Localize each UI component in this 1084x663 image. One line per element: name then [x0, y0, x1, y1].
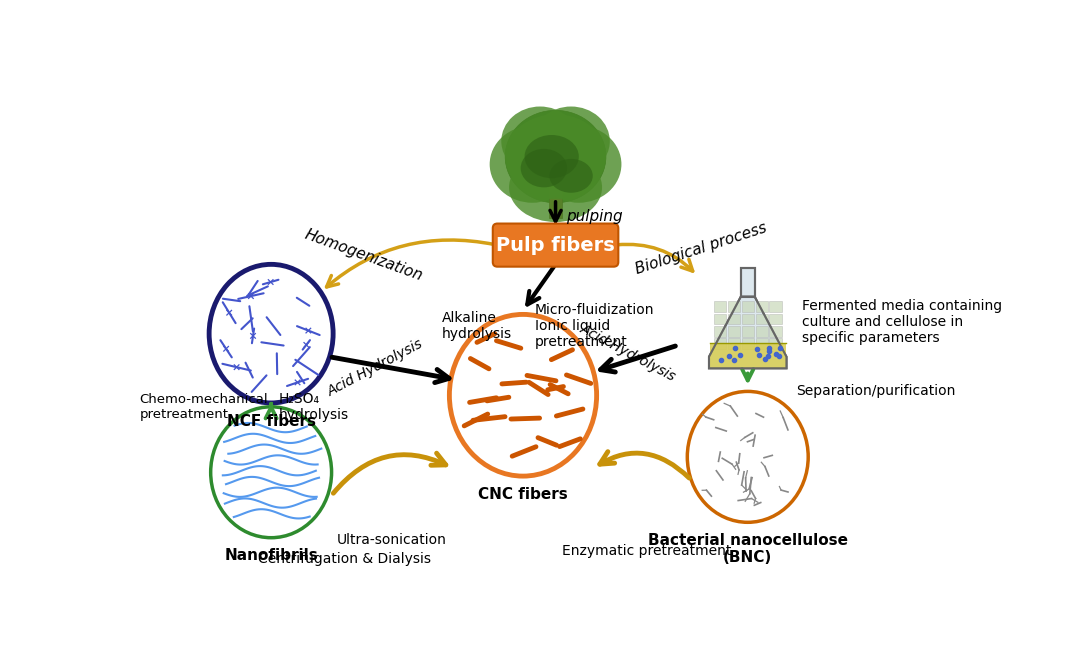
Bar: [756, 338, 767, 349]
Bar: [740, 269, 754, 298]
Ellipse shape: [501, 107, 579, 176]
Text: NCF fibers: NCF fibers: [227, 414, 315, 429]
Text: Pulp fibers: Pulp fibers: [496, 235, 615, 255]
Text: pulping: pulping: [566, 209, 622, 224]
Ellipse shape: [509, 152, 602, 222]
Ellipse shape: [209, 265, 333, 403]
Polygon shape: [709, 297, 787, 369]
Text: Nanofibrils: Nanofibrils: [224, 548, 318, 564]
Ellipse shape: [505, 114, 606, 199]
Bar: [741, 326, 754, 337]
Text: Enzymatic pretreatment: Enzymatic pretreatment: [563, 544, 732, 558]
Bar: [770, 326, 782, 337]
Bar: [713, 301, 726, 312]
Text: Separation/purification: Separation/purification: [796, 385, 955, 398]
Bar: [727, 338, 740, 349]
Ellipse shape: [210, 407, 332, 538]
Bar: [741, 314, 754, 324]
Bar: [741, 301, 754, 312]
Text: Acid Hydrolysis: Acid Hydrolysis: [325, 337, 426, 399]
FancyBboxPatch shape: [493, 223, 618, 267]
Ellipse shape: [537, 126, 621, 203]
FancyArrowPatch shape: [332, 357, 449, 383]
Text: Ultra-sonication: Ultra-sonication: [336, 533, 447, 547]
Ellipse shape: [520, 149, 567, 188]
Bar: [713, 338, 726, 349]
Bar: [727, 314, 740, 324]
Bar: [740, 269, 754, 298]
Text: Alkaline
hydrolysis: Alkaline hydrolysis: [441, 311, 512, 341]
Bar: [727, 326, 740, 337]
Bar: [713, 326, 726, 337]
Bar: [741, 338, 754, 349]
Text: H₂SO₄
hydrolysis: H₂SO₄ hydrolysis: [279, 392, 349, 422]
Bar: [727, 301, 740, 312]
FancyArrowPatch shape: [326, 240, 494, 287]
Ellipse shape: [505, 110, 606, 203]
Ellipse shape: [525, 135, 579, 178]
Text: Acid Hydrolysis: Acid Hydrolysis: [578, 322, 678, 384]
Bar: [770, 301, 782, 312]
Ellipse shape: [450, 314, 596, 476]
Text: Micro-fluidization
Ionic liquid
pretreatment: Micro-fluidization Ionic liquid pretreat…: [534, 303, 654, 349]
Polygon shape: [710, 343, 786, 367]
Text: Biological process: Biological process: [633, 221, 769, 277]
Ellipse shape: [490, 126, 575, 203]
Bar: [756, 326, 767, 337]
Bar: [770, 314, 782, 324]
Bar: [713, 314, 726, 324]
Text: CNC fibers: CNC fibers: [478, 487, 568, 502]
FancyArrowPatch shape: [599, 452, 689, 478]
Bar: [756, 314, 767, 324]
Bar: [550, 188, 562, 218]
Ellipse shape: [550, 159, 593, 193]
Ellipse shape: [687, 391, 809, 522]
Text: Centrifugation & Dialysis: Centrifugation & Dialysis: [258, 552, 431, 566]
FancyArrowPatch shape: [617, 245, 693, 271]
FancyArrowPatch shape: [334, 453, 446, 493]
Ellipse shape: [532, 107, 610, 176]
FancyArrowPatch shape: [601, 346, 675, 372]
Bar: [756, 301, 767, 312]
Text: Chemo-mechanical
pretreatment: Chemo-mechanical pretreatment: [140, 392, 268, 421]
Bar: [770, 338, 782, 349]
Text: Homogenization: Homogenization: [304, 227, 425, 284]
Text: Fermented media containing
culture and cellulose in
specific parameters: Fermented media containing culture and c…: [802, 299, 1002, 345]
Text: Bacterial nanocellulose
(BNC): Bacterial nanocellulose (BNC): [648, 533, 848, 566]
